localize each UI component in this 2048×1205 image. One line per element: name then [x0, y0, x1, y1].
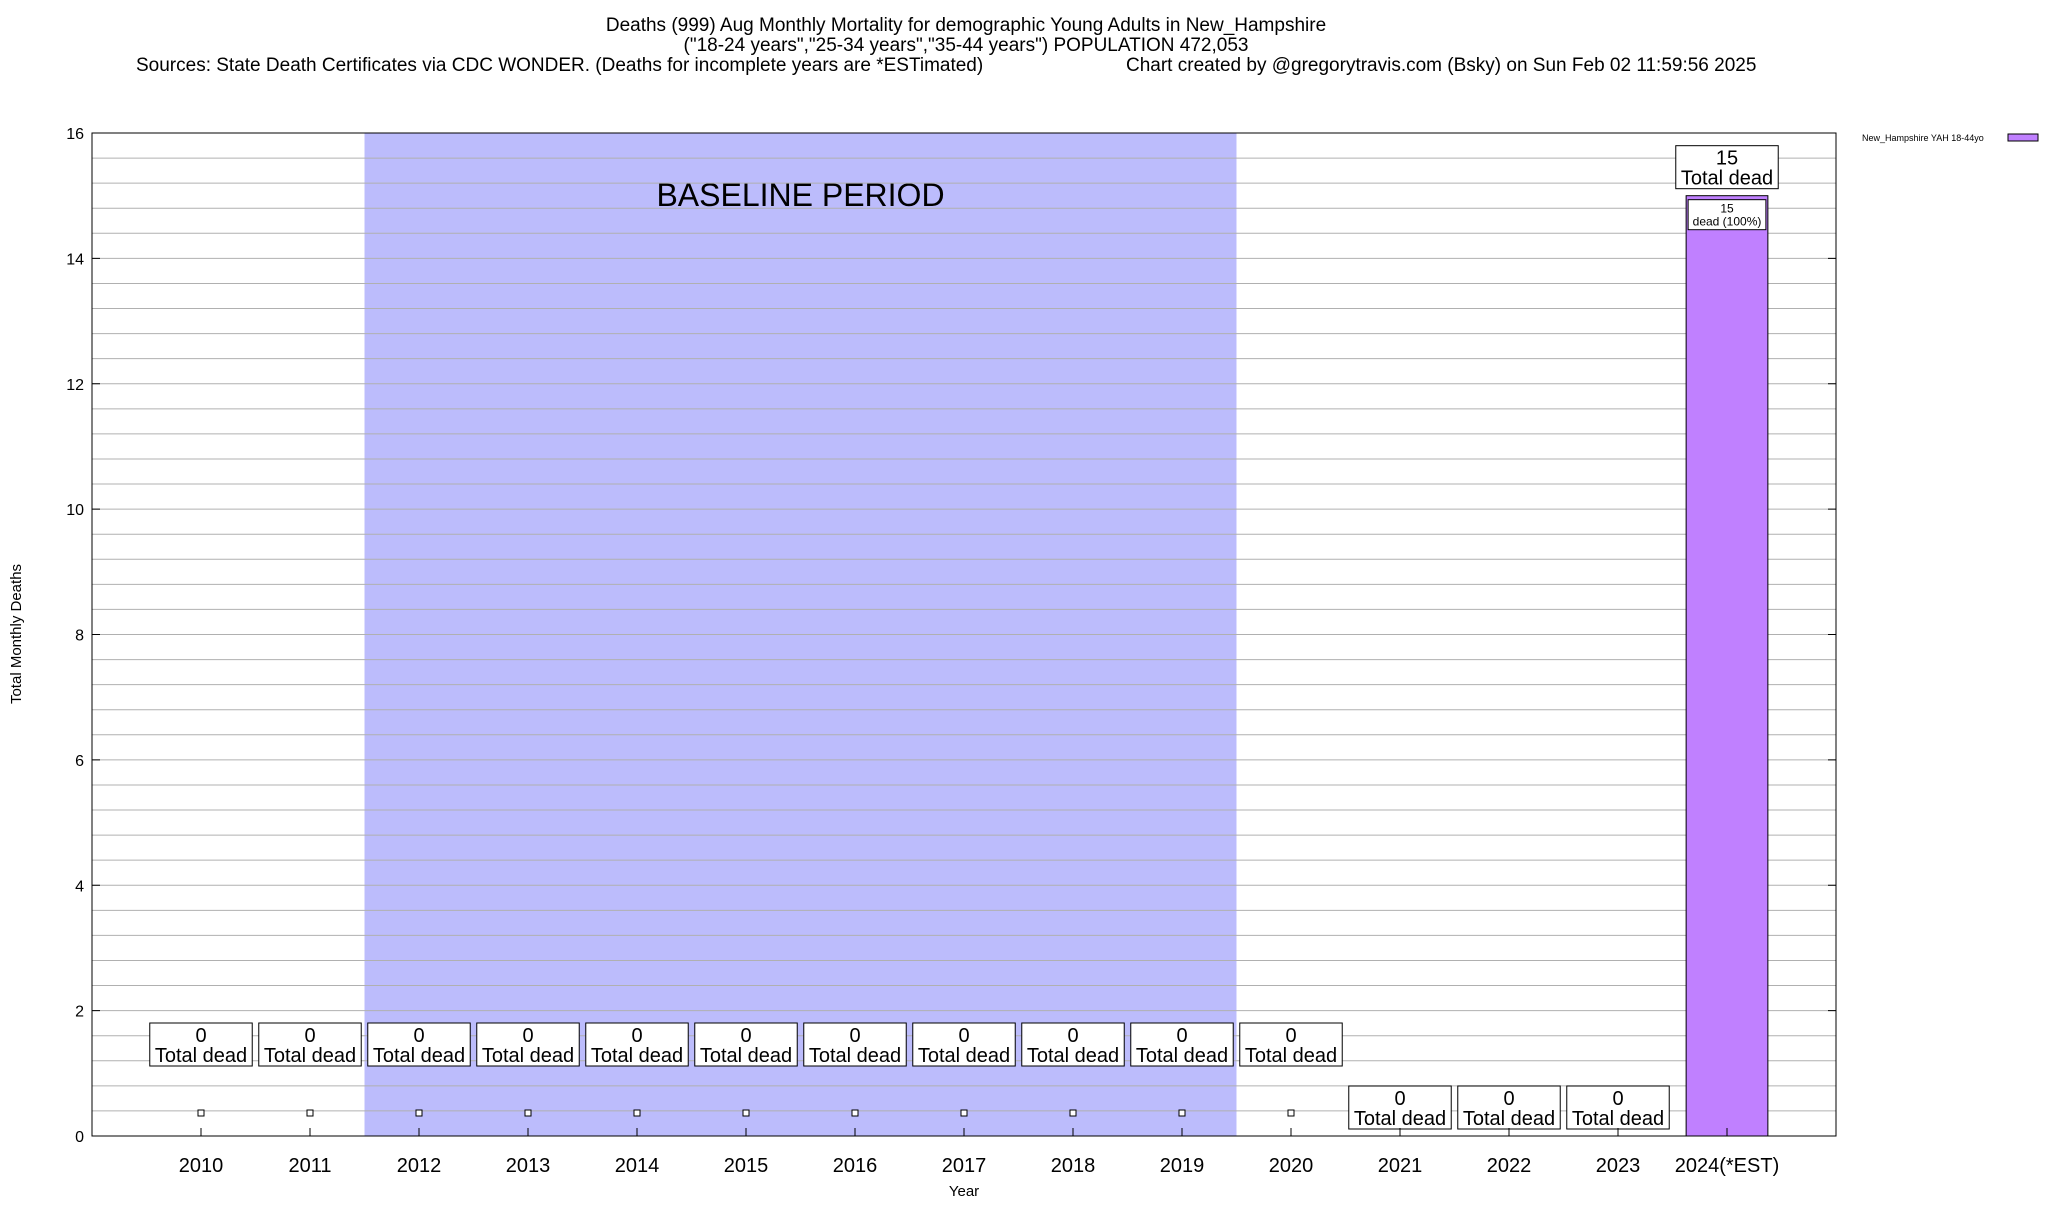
x-tick-label-2012: 2012: [397, 1155, 442, 1177]
total-box-2010: [149, 1022, 253, 1067]
total-value-2014: 0: [631, 1025, 642, 1047]
y-tick-label: 0: [75, 1129, 84, 1146]
total-box-2014: [585, 1022, 689, 1067]
total-text-2013: Total dead: [482, 1045, 574, 1067]
total-value-2023: 0: [1612, 1088, 1623, 1110]
zero-marker-2012: [415, 1109, 423, 1117]
y-tick-label: 10: [66, 502, 84, 519]
total-box-2017: [912, 1022, 1016, 1067]
baseline-period-label: BASELINE PERIOD: [656, 177, 944, 213]
total-value-2012: 0: [413, 1025, 424, 1047]
zero-marker-2020: [1287, 1109, 1295, 1117]
total-text-2010: Total dead: [155, 1045, 247, 1067]
x-tick-label-2016: 2016: [833, 1155, 878, 1177]
y-tick-label: 6: [75, 753, 84, 770]
chart-title-line-1: Deaths (999) Aug Monthly Mortality for d…: [606, 15, 1326, 36]
x-axis-label: Year: [949, 1183, 979, 1200]
zero-marker-2011: [306, 1109, 314, 1117]
bar-2024(*EST): [1685, 195, 1769, 1137]
total-text-2019: Total dead: [1136, 1045, 1228, 1067]
total-value-2024(*EST): 15: [1716, 148, 1738, 170]
x-tick-label-2023: 2023: [1596, 1155, 1641, 1177]
total-box-2016: [803, 1022, 907, 1067]
total-value-2017: 0: [958, 1025, 969, 1047]
y-tick-label: 12: [66, 377, 84, 394]
y-tick-label: 14: [66, 251, 84, 268]
total-value-2011: 0: [304, 1025, 315, 1047]
x-tick-label-2021: 2021: [1378, 1155, 1423, 1177]
zero-marker-2018: [1069, 1109, 1077, 1117]
zero-marker-2013: [524, 1109, 532, 1117]
total-text-2024(*EST): Total dead: [1681, 168, 1773, 190]
x-tick-label-2014: 2014: [615, 1155, 660, 1177]
chart-sources: Sources: State Death Certificates via CD…: [136, 55, 983, 76]
total-value-2015: 0: [740, 1025, 751, 1047]
chart-title-line-2: ("18-24 years","25-34 years","35-44 year…: [684, 35, 1249, 56]
total-value-2021: 0: [1394, 1088, 1405, 1110]
x-tick-label-2022: 2022: [1487, 1155, 1532, 1177]
total-box-2013: [476, 1022, 580, 1067]
x-tick-label-2018: 2018: [1051, 1155, 1096, 1177]
legend-swatch: [2007, 133, 2039, 142]
x-tick-label-2010: 2010: [179, 1155, 224, 1177]
bar-label-text-2024(*EST): dead (100%): [1693, 215, 1762, 229]
total-box-2019: [1130, 1022, 1234, 1067]
total-text-2022: Total dead: [1463, 1108, 1555, 1130]
zero-marker-2014: [633, 1109, 641, 1117]
total-text-2021: Total dead: [1354, 1108, 1446, 1130]
x-tick-label-2011: 2011: [288, 1155, 331, 1177]
total-text-2012: Total dead: [373, 1045, 465, 1067]
total-text-2020: Total dead: [1245, 1045, 1337, 1067]
y-tick-label: 2: [75, 1004, 84, 1021]
total-value-2020: 0: [1285, 1025, 1296, 1047]
zero-marker-2016: [851, 1109, 859, 1117]
total-value-2018: 0: [1067, 1025, 1078, 1047]
y-tick-label: 4: [75, 878, 84, 895]
x-tick-label-2019: 2019: [1160, 1155, 1205, 1177]
x-tick-label-2020: 2020: [1269, 1155, 1314, 1177]
total-value-2013: 0: [522, 1025, 533, 1047]
total-box-2018: [1021, 1022, 1125, 1067]
x-tick-label-2013: 2013: [506, 1155, 551, 1177]
total-box-2021: [1348, 1085, 1452, 1130]
total-box-2011: [258, 1022, 362, 1067]
total-value-2019: 0: [1176, 1025, 1187, 1047]
total-box-2024(*EST): [1675, 145, 1779, 190]
total-value-2016: 0: [849, 1025, 860, 1047]
total-box-2015: [694, 1022, 798, 1067]
legend-series-label: New_Hampshire YAH 18-44yo: [1862, 133, 1984, 143]
total-value-2022: 0: [1503, 1088, 1514, 1110]
y-tick-label: 16: [66, 126, 84, 143]
x-tick-label-2024(*EST): 2024(*EST): [1675, 1155, 1780, 1177]
chart-credit: Chart created by @gregorytravis.com (Bsk…: [1126, 55, 1756, 76]
bar-label-value-2024(*EST): 15: [1720, 202, 1734, 216]
total-text-2016: Total dead: [809, 1045, 901, 1067]
total-text-2014: Total dead: [591, 1045, 683, 1067]
x-tick-label-2015: 2015: [724, 1155, 769, 1177]
total-text-2015: Total dead: [700, 1045, 792, 1067]
total-box-2020: [1239, 1022, 1343, 1067]
x-tick-label-2017: 2017: [942, 1155, 987, 1177]
zero-marker-2010: [197, 1109, 205, 1117]
y-axis-label: Total Monthly Deaths: [8, 564, 25, 704]
total-box-2012: [367, 1022, 471, 1067]
bar-label-box-2024(*EST): [1687, 199, 1767, 231]
total-text-2011: Total dead: [264, 1045, 356, 1067]
total-text-2023: Total dead: [1572, 1108, 1664, 1130]
total-text-2017: Total dead: [918, 1045, 1010, 1067]
total-text-2018: Total dead: [1027, 1045, 1119, 1067]
total-box-2023: [1566, 1085, 1670, 1130]
zero-marker-2017: [960, 1109, 968, 1117]
y-tick-label: 8: [75, 628, 84, 645]
total-value-2010: 0: [195, 1025, 206, 1047]
zero-marker-2019: [1178, 1109, 1186, 1117]
zero-marker-2015: [742, 1109, 750, 1117]
